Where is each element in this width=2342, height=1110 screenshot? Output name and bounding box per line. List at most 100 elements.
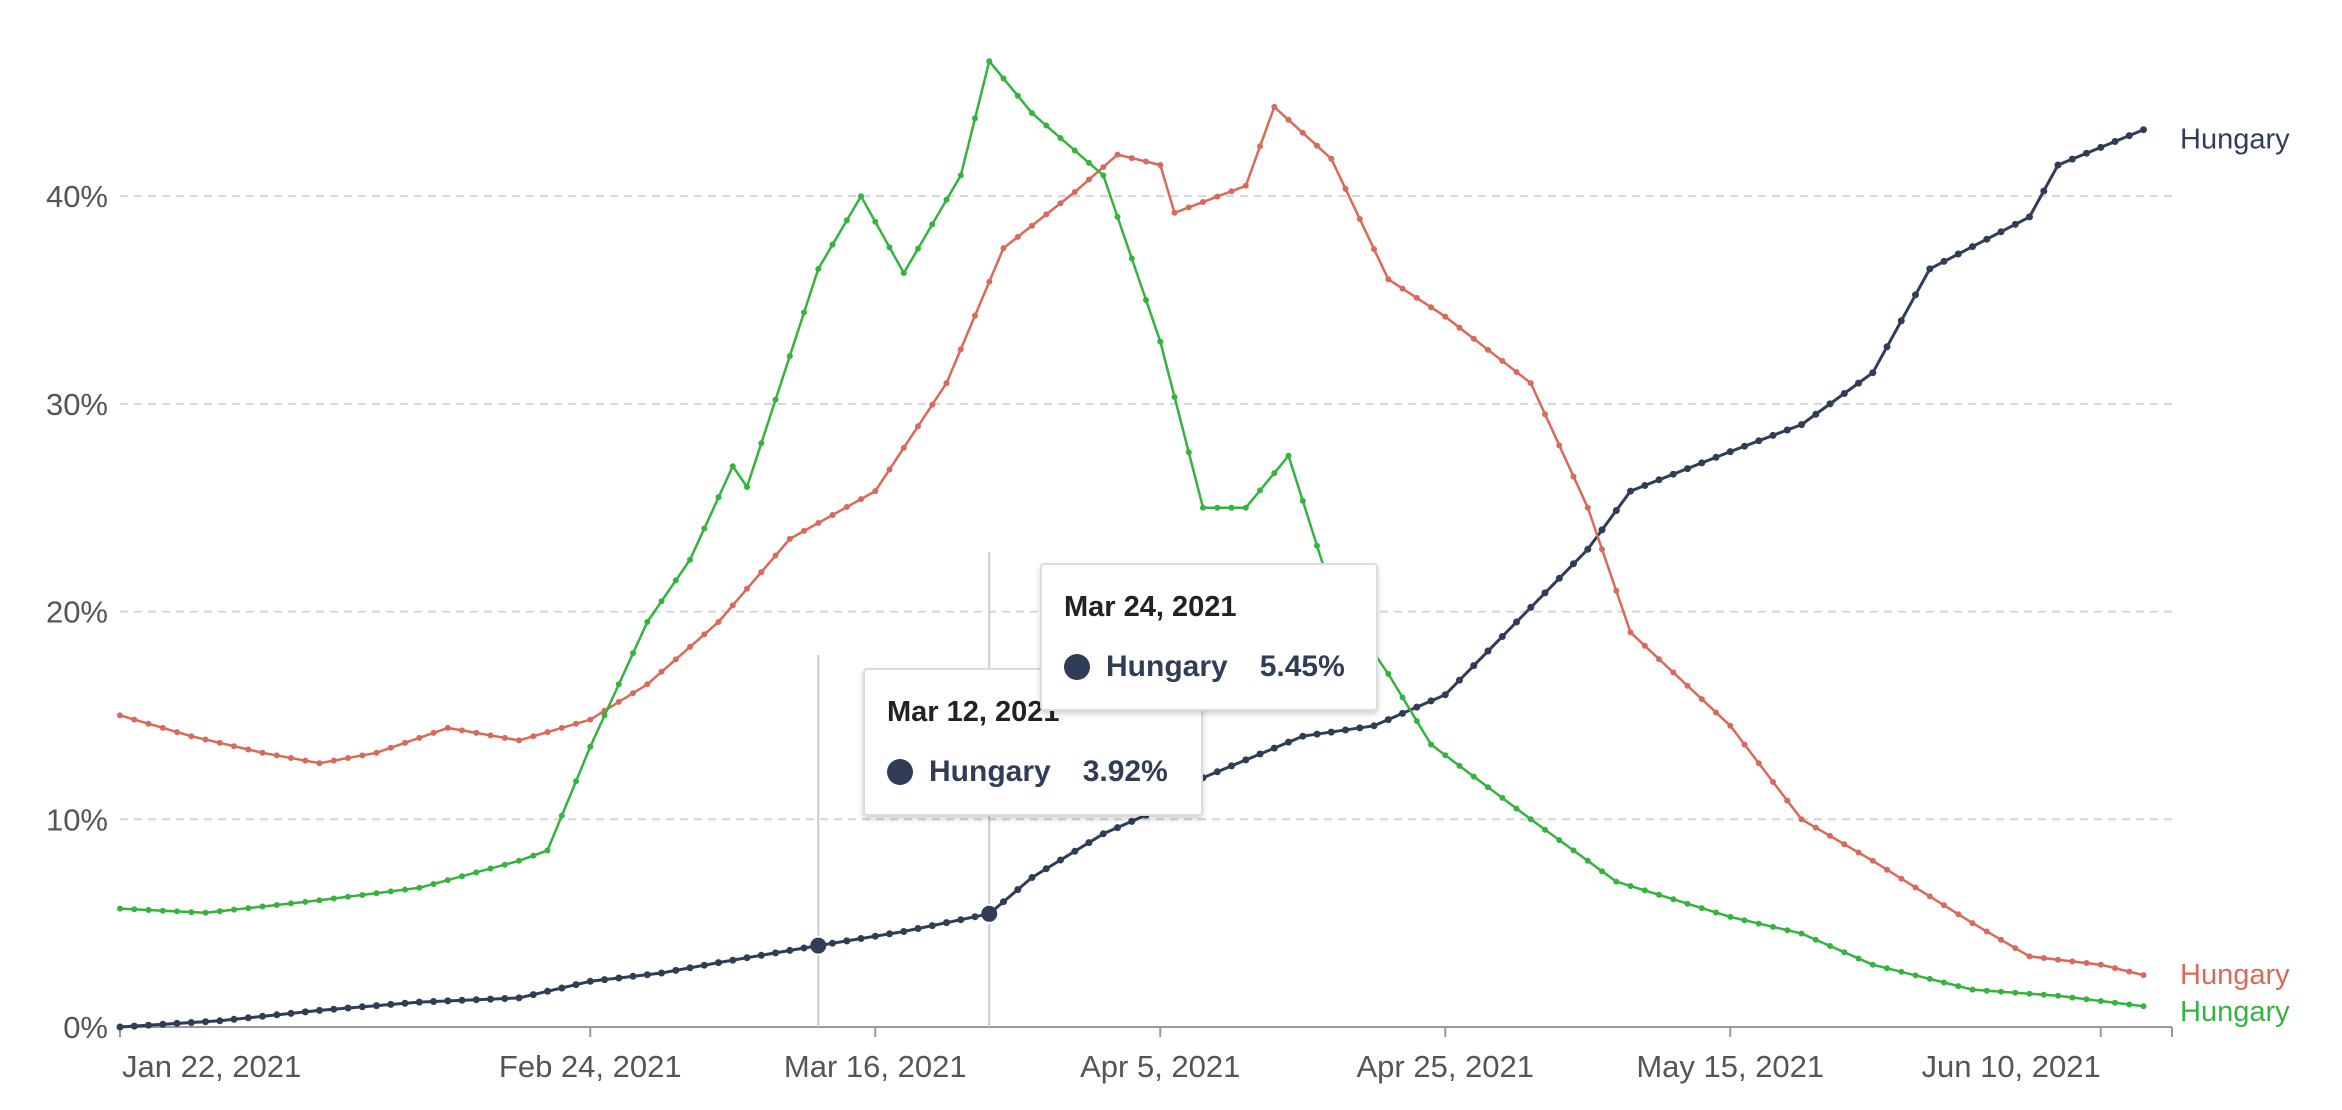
data-point [2125,132,2133,140]
data-point [1584,504,1591,511]
data-point [316,1006,323,1014]
data-point [1570,560,1577,568]
data-point [259,903,266,910]
x-tick-label: Apr 25, 2021 [1356,1049,1534,1084]
data-point [302,757,309,764]
data-point [1114,824,1121,832]
data-point [1941,902,1947,909]
data-point [1128,255,1135,262]
data-point [800,944,808,952]
data-point [202,909,209,916]
data-point [1784,927,1791,934]
data-point [302,898,309,905]
tooltip-row: Hungary 3.92% [887,755,1179,789]
data-point [858,496,864,503]
data-point [2011,220,2019,228]
data-point [1798,421,1805,429]
data-point [615,681,622,688]
data-point [573,778,579,785]
data-point [2111,138,2119,145]
data-point [1527,603,1535,611]
data-point [501,861,508,868]
data-point [1114,213,1121,220]
series-markers [117,103,2147,979]
data-point [1997,228,2005,236]
data-point [658,668,665,675]
data-point [1042,865,1050,873]
data-point [1456,324,1463,331]
data-point [444,877,451,884]
data-point [1741,917,1748,924]
data-point [1370,722,1378,730]
data-point [2097,143,2105,151]
data-point [1342,185,1349,192]
data-point [287,1009,295,1017]
data-point [430,998,437,1005]
data-point [2069,958,2076,965]
data-point [244,1014,252,1022]
data-point [1869,369,1877,377]
data-point [744,484,750,490]
data-point [1755,437,1763,445]
data-point [1798,930,1805,937]
x-tick-label: May 15, 2021 [1636,1049,1824,1084]
data-point [245,905,252,912]
data-point [1285,452,1292,459]
data-point [2069,994,2076,1001]
data-point [772,949,779,957]
data-point [2054,161,2062,169]
data-point [1270,744,1278,752]
data-point [915,423,921,430]
data-point [1513,618,1520,626]
series-dot-icon [1064,654,1090,680]
data-point [145,907,152,913]
data-point [1143,297,1149,303]
data-point [2083,996,2090,1003]
data-point [316,897,323,904]
data-point [943,919,950,927]
data-point [1071,847,1079,855]
data-point [1513,805,1520,812]
data-point [1698,459,1706,467]
series-lines [116,58,2147,1031]
tooltip-value: 5.45% [1259,650,1345,683]
data-point [530,733,537,740]
data-point [573,720,579,727]
data-point [145,1021,152,1029]
data-point [672,966,680,974]
data-point [1356,216,1363,222]
data-point [1399,694,1406,701]
data-point [1855,849,1862,856]
data-point [1456,676,1463,684]
data-point [1855,379,1862,387]
data-point [1442,752,1449,759]
data-point [1327,728,1335,736]
data-point [202,736,209,743]
data-point [1484,647,1492,655]
data-point [1100,172,1107,179]
data-point [1242,504,1249,511]
data-point [972,312,978,319]
data-point [572,981,580,989]
data-point [1428,304,1434,311]
data-point [701,631,708,638]
data-point [2012,945,2019,952]
y-tick-label: 0% [63,1010,108,1045]
data-point [1912,972,1919,979]
data-point [544,987,551,995]
data-point [259,1012,266,1020]
data-point [1556,837,1563,844]
data-point [1456,762,1463,769]
data-point [544,847,551,854]
data-point [615,698,622,705]
data-point [1542,411,1548,418]
data-point [145,720,152,727]
data-point [1684,465,1691,473]
data-point [929,401,936,408]
data-point [886,930,893,938]
data-point [1726,448,1734,456]
data-point [1299,732,1307,740]
series-end-labels: Hungary Hungary Hungary [2180,124,2290,1029]
data-point [1014,92,1021,99]
data-point [644,619,651,625]
